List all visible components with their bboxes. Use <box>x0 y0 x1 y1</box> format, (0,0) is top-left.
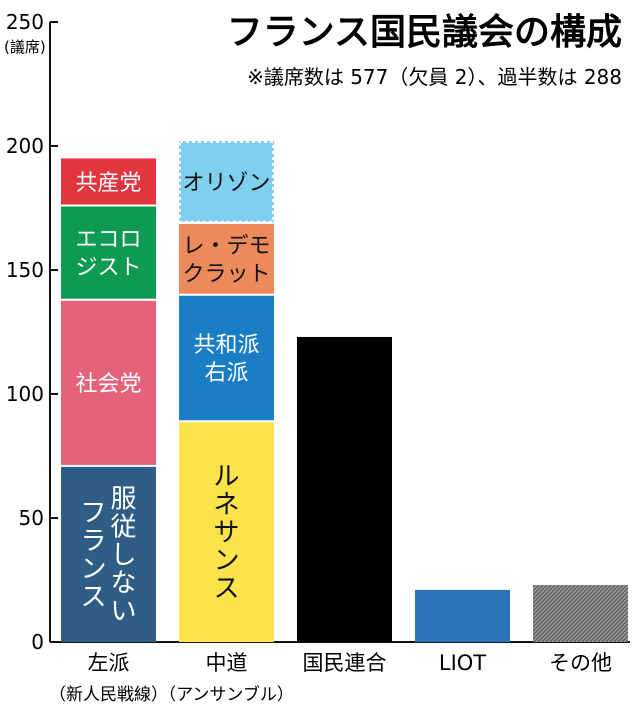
segment-label: クラット <box>182 262 270 287</box>
segment-label: 共和派 <box>193 333 259 358</box>
segment-label: ジスト <box>75 256 141 281</box>
segment-label-char: ス <box>213 574 239 604</box>
segment-label: エコロ <box>75 228 141 253</box>
x-tick-label: 中道 <box>206 651 248 675</box>
chart-subtitle: ※議席数は 577（欠員 2）、過半数は 288 <box>247 65 622 89</box>
y-tick-label: 250 <box>6 10 44 34</box>
segment-label-char: ラ <box>80 526 106 556</box>
segment-label-char: ル <box>213 462 239 492</box>
x-axis-labels: 左派 （新人民戦線） 中道 （アンサンブル） 国民連合 LIOT その他 <box>49 651 612 705</box>
bar-segment <box>179 222 274 295</box>
bar-segment <box>297 336 392 642</box>
chart-title: フランス国民議会の構成 <box>227 12 622 53</box>
segment-label-char: 従 <box>110 512 136 542</box>
x-tick-label: 左派 <box>88 651 130 675</box>
x-tick-sublabel: （アンサンブル） <box>159 684 294 705</box>
segment-label: オリゾン <box>182 171 270 196</box>
segment-label-char: ネ <box>213 490 239 520</box>
segment-label-char: サ <box>213 518 239 548</box>
segment-label-char: ン <box>213 546 239 576</box>
segment-label-char: な <box>110 568 136 598</box>
x-tick-label: その他 <box>549 651 612 675</box>
x-tick-sublabel: （新人民戦線） <box>49 685 168 705</box>
bar-segment <box>179 421 274 642</box>
bar-segment <box>533 584 628 642</box>
y-axis-label: (議席) <box>4 38 46 56</box>
bar-segment <box>415 589 510 642</box>
axes: 0 50 100 150 200 250 <box>6 10 630 654</box>
bar-segment <box>61 205 156 300</box>
bar-segment <box>61 299 156 466</box>
y-tick-label: 50 <box>19 506 44 530</box>
segment-label-char: ス <box>80 582 106 612</box>
segment-dashed-border <box>179 141 274 223</box>
segment-label: 社会党 <box>75 372 141 397</box>
segment-label-char: フ <box>80 498 106 528</box>
x-tick-label: 国民連合 <box>303 651 387 675</box>
y-tick-label: 150 <box>6 258 44 282</box>
segment-label-char: 服 <box>110 484 136 514</box>
segment-label-char: い <box>110 596 136 626</box>
y-tick-label: 0 <box>31 630 44 654</box>
y-tick-label: 100 <box>6 382 44 406</box>
bar-segment <box>61 465 156 642</box>
y-tick-label: 200 <box>6 134 44 158</box>
segment-label: レ・デモ <box>182 234 270 259</box>
segment-label: 右派 <box>204 361 248 386</box>
segment-label: 共産党 <box>75 171 141 196</box>
bar-segment <box>61 158 156 206</box>
segment-label-char: ン <box>80 554 106 584</box>
bar-segment <box>179 294 274 422</box>
x-tick-label: LIOT <box>439 651 486 675</box>
bar-segment <box>179 141 274 223</box>
bars: 服従しないフランス社会党エコロジスト共産党ルネサンス共和派右派レ・デモクラットオ… <box>61 141 628 642</box>
segment-label-char: し <box>110 540 136 570</box>
